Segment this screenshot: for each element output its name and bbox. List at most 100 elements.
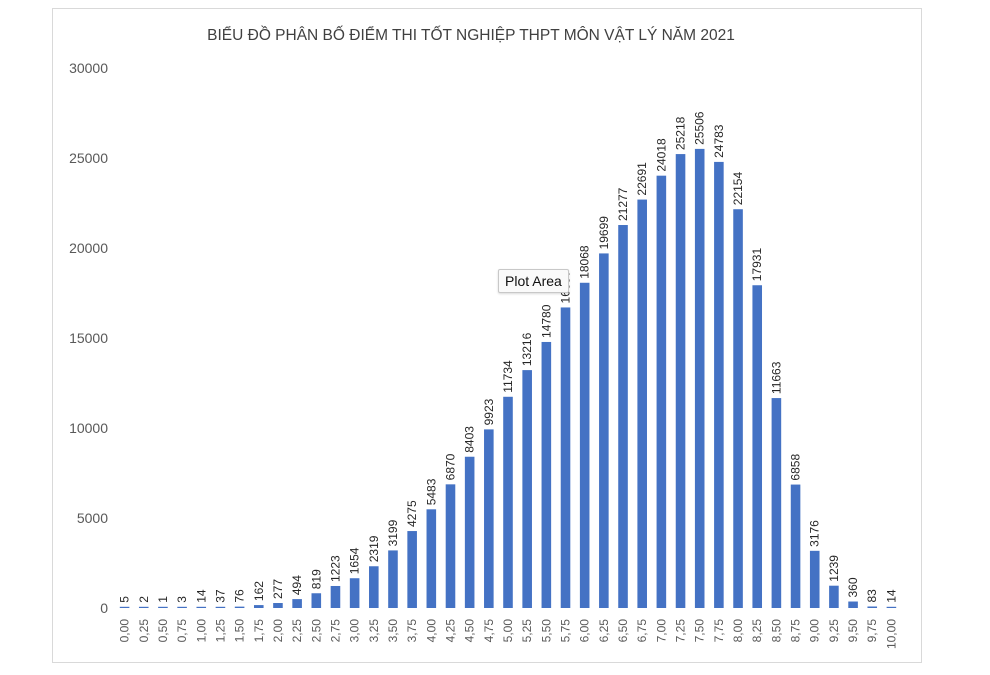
bar — [579, 282, 590, 608]
x-tick-label: 0,75 — [175, 619, 189, 643]
x-tick-label: 4,75 — [482, 619, 496, 643]
bar-value-label: 1 — [156, 596, 170, 603]
x-tick-label: 2,25 — [290, 619, 304, 643]
bar — [349, 578, 360, 608]
bar-value-label: 14 — [194, 589, 208, 603]
bar — [158, 606, 168, 608]
bar-value-label: 22154 — [731, 172, 745, 206]
x-tick-label: 0,25 — [137, 619, 151, 643]
bar-value-label: 21277 — [616, 187, 630, 221]
bar — [196, 606, 207, 608]
plot-area-tooltip: Plot Area — [498, 269, 569, 293]
bar — [599, 253, 609, 608]
y-tick-label: 20000 — [69, 240, 108, 256]
bar-value-label: 6870 — [443, 453, 457, 480]
bar — [292, 599, 302, 608]
x-tick-label: 0,00 — [118, 619, 132, 643]
bar — [311, 593, 322, 608]
bar-value-label: 819 — [309, 569, 323, 589]
x-tick-label: 1,00 — [194, 619, 208, 643]
x-tick-label: 9,50 — [846, 619, 860, 643]
bar-value-label: 1654 — [348, 547, 362, 574]
bar-value-label: 17931 — [750, 248, 764, 282]
bar — [790, 484, 801, 608]
bar-value-label: 3 — [175, 596, 189, 603]
x-tick-label: 2,00 — [271, 619, 285, 643]
bar — [503, 396, 513, 608]
bar-value-label: 360 — [846, 577, 860, 597]
bar — [464, 456, 475, 608]
x-tick-label: 9,75 — [865, 619, 879, 643]
bar — [541, 341, 552, 608]
x-tick-label: 5,00 — [501, 619, 515, 643]
x-tick-label: 7,25 — [674, 619, 688, 643]
x-tick-label: 1,25 — [213, 619, 227, 643]
bar — [388, 550, 398, 608]
bar — [522, 370, 532, 608]
x-tick-label: 9,25 — [827, 619, 841, 643]
x-tick-label: 8,75 — [789, 619, 803, 643]
y-tick-label: 10000 — [69, 420, 108, 436]
bar — [714, 161, 724, 608]
x-tick-label: 7,00 — [654, 619, 668, 643]
bar — [407, 531, 417, 608]
bar-value-label: 76 — [233, 589, 247, 603]
bar-value-label: 1223 — [328, 555, 342, 582]
bar-value-label: 83 — [865, 589, 879, 603]
bar-value-label: 25218 — [674, 116, 688, 150]
bar-value-label: 24018 — [654, 138, 668, 172]
bar — [675, 154, 686, 609]
bar — [886, 606, 897, 608]
bar-value-label: 277 — [271, 579, 285, 599]
x-tick-label: 4,25 — [443, 619, 457, 643]
x-tick-label: 6,75 — [635, 619, 649, 643]
chart-title: BIỂU ĐỒ PHÂN BỐ ĐIỂM THI TỐT NGHIỆP THPT… — [207, 26, 735, 44]
bar — [733, 209, 743, 608]
bar-value-label: 6858 — [789, 454, 803, 481]
bar — [253, 605, 264, 608]
x-tick-label: 8,25 — [750, 619, 764, 643]
bar-value-label: 19699 — [597, 216, 611, 250]
bar-chart: BIỂU ĐỒ PHÂN BỐ ĐIỂM THI TỐT NGHIỆP THPT… — [69, 26, 899, 649]
bar-value-label: 11734 — [501, 360, 515, 393]
bar-value-label: 5483 — [424, 478, 438, 505]
x-tick-label: 0,50 — [156, 619, 170, 643]
x-axis: 0,00 0,25 0,50 0,75 1,00 1,25 1,50 1,75 2,00 2,25… — [118, 619, 899, 649]
y-tick-label: 25000 — [69, 150, 108, 166]
bar-value-label: 14 — [884, 589, 898, 603]
bar — [752, 285, 763, 608]
bar — [656, 175, 667, 608]
x-tick-label: 1,50 — [233, 619, 247, 643]
x-tick-label: 2,50 — [309, 619, 323, 643]
bar-value-label: 8403 — [463, 426, 477, 453]
x-tick-label: 4,50 — [463, 619, 477, 643]
bar — [618, 225, 628, 609]
x-tick-label: 3,00 — [348, 619, 362, 643]
bar — [867, 606, 878, 608]
bar-value-label: 2319 — [367, 535, 381, 562]
x-tick-label: 4,00 — [424, 619, 438, 643]
bar-value-label: 9923 — [482, 398, 496, 425]
x-tick-label: 6,00 — [578, 619, 592, 643]
x-tick-label: 7,75 — [712, 619, 726, 643]
bar — [445, 484, 456, 608]
bar-value-label: 3176 — [808, 520, 822, 547]
bar — [234, 606, 245, 608]
x-tick-label: 6,50 — [616, 619, 630, 643]
bar-value-label: 11663 — [769, 361, 783, 394]
bar — [848, 601, 858, 608]
bar-value-label: 2 — [137, 596, 151, 603]
x-tick-label: 9,00 — [808, 619, 822, 643]
bar-value-label: 22691 — [635, 162, 649, 196]
x-tick-label: 5,25 — [520, 619, 534, 643]
x-tick-label: 6,25 — [597, 619, 611, 643]
bar — [637, 199, 647, 608]
x-tick-label: 3,50 — [386, 619, 400, 643]
bar — [215, 606, 226, 608]
y-tick-label: 15000 — [69, 330, 108, 346]
bar-value-label: 162 — [252, 581, 266, 601]
bar-value-label: 24783 — [712, 124, 726, 158]
x-tick-label: 8,00 — [731, 619, 745, 643]
bar-value-label: 3199 — [386, 519, 400, 546]
bar — [694, 148, 705, 608]
